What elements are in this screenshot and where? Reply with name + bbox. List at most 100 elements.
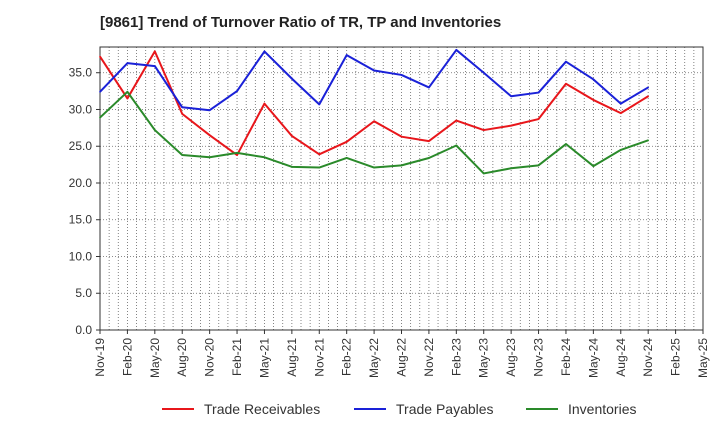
data-point [400,135,403,138]
data-point [99,55,101,58]
data-point [565,143,567,145]
x-tick-label: Feb-23 [449,338,463,376]
data-point [592,165,595,167]
data-point [263,50,266,53]
series-line-0 [99,50,649,157]
data-point [154,129,156,131]
legend-label-0: Trade Receivables [204,401,320,417]
data-point [619,149,622,151]
data-point [373,69,375,72]
data-point [345,54,348,56]
data-point [208,109,211,112]
x-tick-label: Nov-21 [312,338,326,377]
data-point [455,144,458,147]
data-point [181,106,184,109]
data-point [647,95,649,98]
data-point [619,102,622,105]
x-tick-label: Aug-21 [285,338,299,377]
data-point [236,154,238,156]
data-point [428,157,430,159]
data-point [126,91,129,93]
data-point [592,78,595,81]
x-tick-label: Feb-22 [340,338,354,376]
data-point [455,49,458,51]
x-tick-label: Nov-19 [93,338,107,377]
data-point [428,86,430,89]
data-point [154,65,156,67]
data-point [373,166,375,169]
data-point [592,99,595,101]
data-point [291,77,293,80]
data-point [537,118,540,120]
x-tick-label: May-25 [696,338,710,378]
data-point [208,156,211,159]
x-tick-label: Nov-24 [641,338,655,377]
data-point [263,156,266,159]
data-point [318,166,321,169]
data-point [537,91,540,94]
x-tick-label: Nov-20 [203,338,217,377]
x-tick-label: Feb-21 [230,338,244,376]
legend-label-2: Inventories [568,401,636,417]
y-tick-label: 30.0 [69,102,93,116]
data-point [154,50,156,53]
data-point [181,154,184,156]
x-tick-label: Nov-23 [532,338,546,377]
x-tick-label: Feb-24 [559,338,573,376]
legend-label-1: Trade Payables [396,401,494,417]
data-point [318,153,321,156]
x-tick-label: May-24 [586,338,600,378]
y-tick-label: 20.0 [69,176,93,190]
data-point [345,141,348,143]
data-point [510,124,512,127]
data-point [400,164,403,167]
y-tick-label: 25.0 [69,139,93,153]
data-point [482,172,485,175]
x-tick-label: May-23 [477,338,491,378]
data-point [236,152,238,154]
data-point [455,119,458,122]
data-point [263,102,266,105]
data-point [291,166,293,168]
x-tick-labels: Nov-19 Feb-20 May-20 Aug-20 Nov-20 Feb-21 May-… [93,338,710,378]
data-point [565,60,567,63]
y-tick-label: 5.0 [75,286,92,300]
data-point [208,134,211,137]
data-point [99,116,101,119]
x-tick-label: May-22 [367,338,381,378]
data-point [647,86,649,89]
grid-lines [100,47,703,330]
chart-title: [9861] Trend of Turnover Ratio of TR, TP… [100,14,502,31]
data-point [510,167,512,170]
x-tick-label: May-20 [148,338,162,378]
y-tick-labels: 0.0 5.0 10.0 15.0 20.0 25.0 30.0 35.0 [69,66,93,337]
x-tick-label: Feb-20 [120,338,134,376]
x-tick-label: Aug-22 [395,338,409,377]
x-tick-label: May-21 [257,338,271,378]
y-tick-label: 0.0 [75,323,92,337]
y-tick-label: 35.0 [69,66,93,80]
x-tick-label: Aug-24 [614,338,628,377]
x-tick-label: Nov-22 [422,338,436,377]
x-tick-label: Feb-25 [669,338,683,376]
data-point [373,120,375,123]
data-point [291,135,293,137]
axes [96,46,704,334]
data-point [510,95,512,98]
data-point [345,157,348,159]
data-point [400,74,403,76]
data-point [428,140,430,142]
data-point [482,71,485,74]
data-point [565,82,567,85]
data-point [236,90,238,92]
data-point [126,62,129,64]
data-point [482,129,485,131]
data-point [181,113,184,115]
data-point [318,103,321,106]
legend: Trade Receivables Trade Payables Inventori… [162,401,636,417]
x-tick-label: Aug-23 [504,338,518,377]
data-point [126,97,129,100]
series-lines [99,48,649,175]
